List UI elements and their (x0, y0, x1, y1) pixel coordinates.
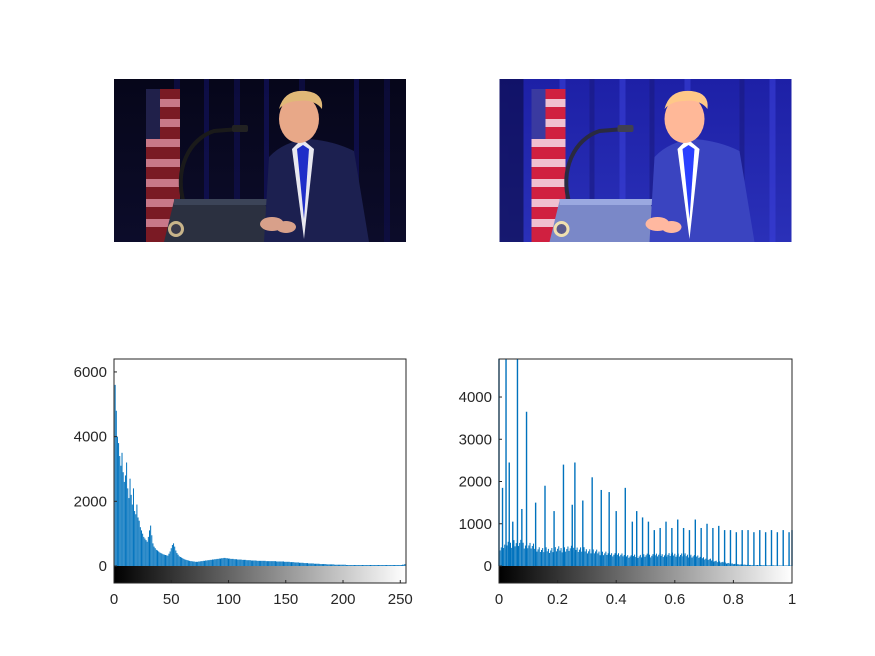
x-tick-label: 0.4 (606, 591, 627, 608)
x-tick-label: 50 (163, 591, 180, 608)
hist2-colorbar (499, 566, 792, 583)
x-tick-label: 200 (331, 591, 356, 608)
hist1-colorbar (114, 566, 406, 583)
histogram-enhanced: 0 0.2 0.4 0.6 0.8 1 0 1000 2000 3000 4000 (459, 359, 797, 608)
x-tick-label: 150 (273, 591, 298, 608)
x-tick-label: 0.8 (723, 591, 744, 608)
y-tick-label: 1000 (459, 516, 492, 533)
x-tick-label: 250 (388, 591, 413, 608)
x-tick-label: 1 (788, 591, 796, 608)
y-tick-label: 4000 (74, 429, 107, 446)
y-tick-label: 0 (484, 558, 492, 575)
y-tick-label: 4000 (459, 389, 492, 406)
histogram-original: 0 50 100 150 200 250 0 2000 4000 6000 (74, 359, 413, 608)
y-tick-label: 0 (99, 558, 107, 575)
original-image (114, 79, 406, 242)
y-tick-label: 2000 (459, 474, 492, 491)
x-tick-label: 0 (495, 591, 503, 608)
y-tick-label: 2000 (74, 493, 107, 510)
hist1-plot-area (114, 359, 406, 566)
enhanced-image (500, 79, 792, 242)
x-tick-label: 100 (216, 591, 241, 608)
x-tick-label: 0.6 (664, 591, 685, 608)
enhanced-photo (500, 79, 792, 242)
y-tick-label: 6000 (74, 364, 107, 381)
x-tick-label: 0.2 (547, 591, 568, 608)
original-photo (114, 79, 406, 242)
x-tick-label: 0 (110, 591, 118, 608)
y-tick-label: 3000 (459, 431, 492, 448)
